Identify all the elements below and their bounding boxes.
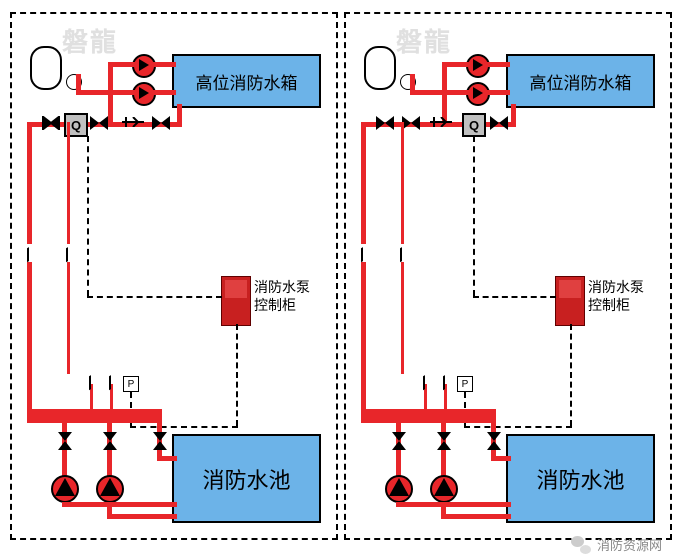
bottom-header <box>361 409 496 423</box>
dash-line <box>464 426 572 428</box>
gate-valve <box>152 116 170 130</box>
main-riser <box>27 122 32 414</box>
dash-line <box>473 296 556 298</box>
cabinet-label: 消防水泵 控制柜 <box>588 278 652 314</box>
arrow-1 <box>473 59 483 71</box>
pipe <box>152 62 176 67</box>
break-mark <box>87 372 94 384</box>
dash-line <box>473 136 475 296</box>
pressure-vessel <box>364 46 396 90</box>
right-panel: 磐龍 高位消防水箱 消防水池 Q 消防水泵 控制柜 P <box>344 12 672 540</box>
break-mark <box>107 372 114 384</box>
pipe <box>62 502 177 507</box>
gate-valve <box>376 116 394 130</box>
left-panel: 磐龍 高位消防水箱 消防水池 Q 消防水泵 控制柜 P <box>10 12 338 540</box>
gate-valve <box>90 116 108 130</box>
bottom-header <box>27 409 162 423</box>
cabinet-label: 消防水泵 控制柜 <box>254 278 318 314</box>
pipe <box>76 90 136 95</box>
pipe <box>107 502 112 517</box>
dash-line <box>130 426 238 428</box>
fire-pump-1 <box>384 474 414 504</box>
pipe <box>152 90 176 95</box>
gate-valve <box>490 116 508 130</box>
wechat-icon <box>571 536 591 554</box>
top-tank-right: 高位消防水箱 <box>506 54 655 108</box>
control-cabinet <box>555 276 585 326</box>
pipe <box>108 62 113 122</box>
bottom-tank-left: 消防水池 <box>172 434 321 523</box>
pipe <box>410 74 415 95</box>
pipe <box>442 62 447 122</box>
pipe <box>511 104 516 127</box>
top-tank-left: 高位消防水箱 <box>172 54 321 108</box>
pressure-vessel <box>30 46 62 90</box>
dash-line <box>570 324 572 426</box>
control-cabinet <box>221 276 251 326</box>
top-tank-label: 高位消防水箱 <box>530 69 632 94</box>
arrow-1 <box>139 59 149 71</box>
pipe <box>441 502 446 517</box>
gate-valve <box>58 432 72 450</box>
bottom-tank-label: 消防水池 <box>202 463 290 495</box>
pipe <box>491 456 511 461</box>
gate-valve <box>42 116 60 130</box>
pipe <box>157 456 177 461</box>
break-mark <box>441 372 448 384</box>
top-tank-label: 高位消防水箱 <box>196 69 298 94</box>
break-mark <box>359 244 368 262</box>
gate-valve <box>437 432 451 450</box>
gate-valve <box>487 432 501 450</box>
fire-pump-1 <box>50 474 80 504</box>
break-mark <box>64 244 71 262</box>
fire-pump-2 <box>429 474 459 504</box>
fire-pump-2 <box>95 474 125 504</box>
dash-line <box>236 324 238 426</box>
p-indicator: P <box>123 376 139 392</box>
pipe <box>396 502 511 507</box>
watermark-left: 磐龍 <box>62 22 118 59</box>
gate-valve <box>153 432 167 450</box>
main-riser <box>361 122 366 414</box>
attribution: 消防资源网 <box>571 535 662 554</box>
bottom-tank-label: 消防水池 <box>536 463 624 495</box>
dash-line <box>87 136 89 296</box>
check-valve <box>122 117 144 127</box>
pipe <box>410 90 470 95</box>
watermark-right: 磐龍 <box>396 22 452 59</box>
arrow-2 <box>473 87 483 99</box>
gate-valve <box>392 432 406 450</box>
p-label: P <box>462 379 469 390</box>
gate-valve <box>402 116 420 130</box>
check-valve <box>430 117 452 127</box>
bottom-tank-right: 消防水池 <box>506 434 655 523</box>
attribution-text: 消防资源网 <box>597 535 662 554</box>
pipe <box>486 62 510 67</box>
break-mark <box>25 244 34 262</box>
break-mark <box>421 372 428 384</box>
pipe <box>76 74 81 95</box>
pipe <box>486 90 510 95</box>
pipe <box>177 104 182 127</box>
dash-line <box>87 296 222 298</box>
p-indicator: P <box>457 376 473 392</box>
pipe <box>441 514 511 519</box>
break-mark <box>398 244 405 262</box>
q-indicator-right: Q <box>462 113 486 137</box>
pipe <box>107 514 177 519</box>
gate-valve <box>103 432 117 450</box>
q-label: Q <box>71 118 81 133</box>
q-label: Q <box>469 118 479 133</box>
arrow-2 <box>139 87 149 99</box>
p-label: P <box>128 379 135 390</box>
